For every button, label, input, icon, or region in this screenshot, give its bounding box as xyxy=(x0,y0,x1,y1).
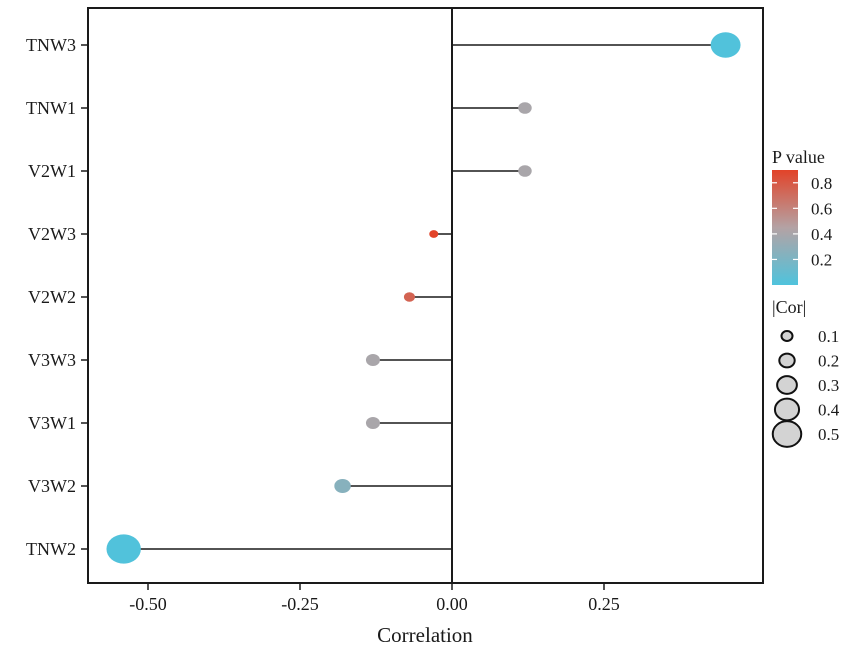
x-tick-label: 0.25 xyxy=(588,594,620,614)
dot-v2w3 xyxy=(429,230,439,238)
plot-panel xyxy=(87,7,764,584)
size-key-circle xyxy=(771,420,803,448)
y-axis: TNW3 TNW1 V2W1 V2W3 V2W2 V3W3 V3W1 V3W2 TNW2 xyxy=(26,35,88,559)
colorbar-tick-label: 0.4 xyxy=(811,225,833,244)
dot-v3w1 xyxy=(365,417,380,429)
p-value-colorbar xyxy=(772,170,798,285)
dot-v2w1 xyxy=(518,165,532,177)
p-value-legend: P value 0.8 0.6 0.4 0.2 xyxy=(772,147,833,285)
dot-tnw1 xyxy=(518,102,532,114)
y-tick-label: TNW1 xyxy=(26,98,76,118)
colorbar-tick-label: 0.2 xyxy=(811,250,832,269)
cor-size-legend: |Cor| 0.1 0.2 0.3 0.4 0.5 xyxy=(771,297,840,448)
x-tick-label: 0.00 xyxy=(436,594,468,614)
dot-v2w2 xyxy=(403,292,415,302)
colorbar-ticks: 0.8 0.6 0.4 0.2 xyxy=(772,174,833,269)
size-key-label: 0.3 xyxy=(818,376,839,395)
dot-v3w2 xyxy=(334,478,351,494)
y-tick-label: TNW3 xyxy=(26,35,76,55)
size-keys: 0.1 0.2 0.3 0.4 0.5 xyxy=(771,327,840,448)
stems xyxy=(123,44,726,550)
x-axis-title: Correlation xyxy=(377,623,473,647)
x-tick-label: -0.25 xyxy=(281,594,319,614)
size-key-circle xyxy=(778,352,796,369)
y-tick-label: V3W2 xyxy=(28,476,76,496)
dot-tnw2 xyxy=(106,534,141,564)
size-key-label: 0.2 xyxy=(818,352,839,371)
y-tick-label: V3W3 xyxy=(28,350,76,370)
y-tick-label: V3W1 xyxy=(28,413,76,433)
cor-size-legend-title: |Cor| xyxy=(772,297,806,317)
colorbar-tick-label: 0.8 xyxy=(811,174,832,193)
size-key-label: 0.1 xyxy=(818,327,839,346)
dots xyxy=(106,32,741,564)
size-key-circle xyxy=(780,330,794,342)
colorbar-tick-label: 0.6 xyxy=(811,199,832,218)
y-tick-label: V2W1 xyxy=(28,161,76,181)
p-value-legend-title: P value xyxy=(772,147,825,167)
y-tick-label: V2W3 xyxy=(28,224,76,244)
x-tick-label: -0.50 xyxy=(129,594,167,614)
size-key-label: 0.4 xyxy=(818,401,840,420)
size-key-circle xyxy=(773,397,801,422)
y-tick-label: V2W2 xyxy=(28,287,76,307)
dot-tnw3 xyxy=(710,32,741,58)
dot-v3w3 xyxy=(365,354,380,366)
size-key-circle xyxy=(776,375,798,395)
y-tick-label: TNW2 xyxy=(26,539,76,559)
x-axis: -0.50 -0.25 0.00 0.25 xyxy=(129,583,620,614)
size-key-label: 0.5 xyxy=(818,425,839,444)
